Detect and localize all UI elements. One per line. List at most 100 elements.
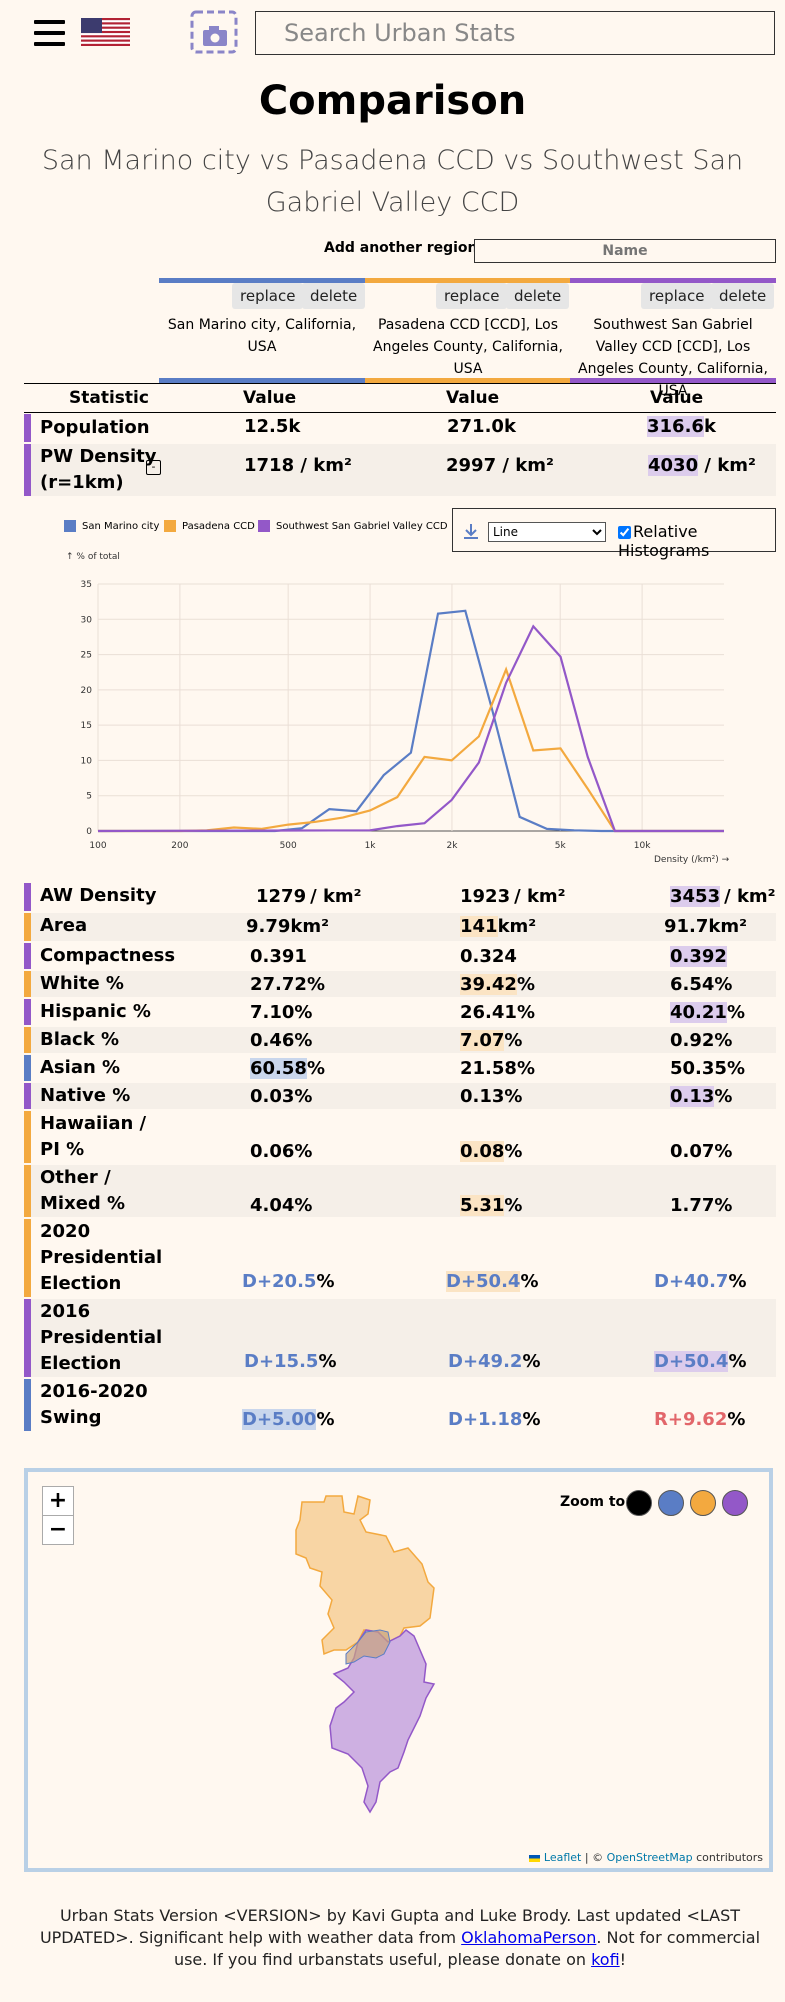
replace-button-1[interactable]: replace bbox=[232, 283, 304, 309]
footer: Urban Stats Version <VERSION> by Kavi Gu… bbox=[39, 1906, 761, 1969]
leaflet-link[interactable]: Leaflet bbox=[543, 1851, 582, 1864]
value-asian-1: 60.58% bbox=[250, 1058, 325, 1079]
stat-label-black[interactable]: Black % bbox=[40, 1029, 119, 1050]
value-area-2: 141km² bbox=[460, 916, 537, 937]
stat-label-hispanic[interactable]: Hispanic % bbox=[40, 1001, 151, 1022]
y-tick-label: 15 bbox=[81, 721, 92, 731]
oklahomaperson-link[interactable]: OklahomaPerson bbox=[461, 1928, 597, 1947]
screenshot-camera-icon[interactable] bbox=[190, 10, 238, 54]
relative-histograms-checkbox[interactable] bbox=[618, 526, 631, 539]
stat-label-pw-density[interactable]: PW Density (r=1km) bbox=[40, 446, 157, 493]
zoom-to-all-button[interactable] bbox=[626, 1490, 652, 1516]
stat-label-population[interactable]: Population bbox=[40, 417, 150, 438]
value-native-3: 0.13% bbox=[670, 1086, 733, 1107]
stat-label-other[interactable]: Other / Mixed % bbox=[40, 1167, 126, 1214]
region-map[interactable]: + − Zoom to: Leaflet | © OpenStreetMap c… bbox=[24, 1468, 773, 1872]
x-tick-label: 10k bbox=[634, 841, 651, 851]
value-header-2: Value bbox=[446, 388, 500, 408]
value-hispanic-1: 7.10% bbox=[250, 1002, 313, 1023]
pasadena-ccd-region[interactable] bbox=[295, 1495, 435, 1656]
legend-item-2: Pasadena CCD bbox=[164, 520, 255, 532]
table-row-native: Native % 0.03% 0.13% 0.13% bbox=[24, 1083, 776, 1109]
row-color-marker bbox=[24, 913, 31, 941]
value-black-2: 7.07% bbox=[460, 1030, 523, 1051]
value-swing-2: D+1.18% bbox=[448, 1409, 541, 1430]
value-white-3: 6.54% bbox=[670, 974, 733, 995]
value-hispanic-2: 26.41% bbox=[460, 1002, 535, 1023]
menu-icon[interactable] bbox=[34, 20, 65, 50]
search-input[interactable] bbox=[255, 11, 775, 55]
x-tick-label: 5k bbox=[555, 841, 567, 851]
stat-label-pres2016[interactable]: 2016 Presidential Election bbox=[40, 1301, 163, 1374]
ukraine-flag-icon bbox=[529, 1854, 541, 1862]
stat-label-pres2020[interactable]: 2020 Presidential Election bbox=[40, 1221, 163, 1294]
row-color-marker bbox=[24, 971, 31, 997]
stat-label-white[interactable]: White % bbox=[40, 973, 124, 994]
value-other-2: 5.31% bbox=[460, 1195, 523, 1216]
stat-label-asian[interactable]: Asian % bbox=[40, 1057, 121, 1078]
value-asian-3: 50.35% bbox=[670, 1058, 745, 1079]
table-row-pres2016: 2016 Presidential Election D+15.5% D+49.2%… bbox=[24, 1299, 776, 1377]
value-header-1: Value bbox=[243, 388, 297, 408]
openstreetmap-link[interactable]: OpenStreetMap bbox=[606, 1851, 693, 1864]
san-marino-region[interactable] bbox=[345, 1629, 391, 1665]
delete-button-3[interactable]: delete bbox=[711, 283, 775, 309]
download-icon[interactable] bbox=[462, 522, 480, 540]
zoom-to-region-1-button[interactable] bbox=[658, 1490, 684, 1516]
add-region-input[interactable] bbox=[474, 239, 776, 263]
column-color-bar-bottom-1 bbox=[159, 378, 365, 383]
stat-label-area[interactable]: Area bbox=[40, 915, 88, 936]
column-color-bar-bottom-3 bbox=[570, 378, 776, 383]
y-tick-label: 10 bbox=[81, 756, 93, 766]
histogram-controls bbox=[452, 508, 776, 552]
pw-density-radius-toggle[interactable]: - bbox=[140, 457, 161, 476]
stat-label-swing[interactable]: 2016-2020 Swing bbox=[40, 1381, 148, 1428]
table-row-other: Other / Mixed % 4.04% 5.31% 1.77% bbox=[24, 1165, 776, 1217]
map-attribution: Leaflet | © OpenStreetMap contributors bbox=[529, 1851, 763, 1864]
region-name-3[interactable]: Southwest San Gabriel Valley CCD [CCD], … bbox=[578, 317, 768, 399]
replace-button-3[interactable]: replace bbox=[641, 283, 713, 309]
stat-label-compactness[interactable]: Compactness bbox=[40, 945, 176, 966]
delete-button-2[interactable]: delete bbox=[506, 283, 570, 309]
value-hispanic-3: 40.21% bbox=[670, 1002, 745, 1023]
row-color-marker bbox=[24, 1379, 31, 1431]
stat-label-aw-density[interactable]: AW Density bbox=[40, 885, 157, 906]
relative-histograms-toggle[interactable]: Relative Histograms bbox=[618, 522, 710, 560]
zoom-to-label: Zoom to: bbox=[560, 1494, 631, 1510]
zoom-to-region-3-button[interactable] bbox=[722, 1490, 748, 1516]
value-aw-density-3: 3453/ km² bbox=[670, 886, 776, 907]
y-tick-label: 25 bbox=[81, 651, 92, 661]
histogram-type-select[interactable]: Line bbox=[488, 522, 606, 542]
value-black-1: 0.46% bbox=[250, 1030, 313, 1051]
stat-label-hawaiian[interactable]: Hawaiian / PI % bbox=[40, 1113, 147, 1160]
us-flag-icon[interactable] bbox=[81, 18, 130, 46]
value-black-3: 0.92% bbox=[670, 1030, 733, 1051]
replace-button-2[interactable]: replace bbox=[436, 283, 508, 309]
value-pw-density-3: 4030 / km² bbox=[648, 455, 756, 476]
delete-button-1[interactable]: delete bbox=[302, 283, 366, 309]
table-row-area: Area 9.79km² 141km² 91.7km² bbox=[24, 913, 776, 941]
value-swing-3: R+9.62% bbox=[654, 1409, 746, 1430]
column-color-bar-3 bbox=[570, 278, 776, 283]
row-color-marker bbox=[24, 1299, 31, 1377]
row-color-marker bbox=[24, 444, 31, 496]
series-line-3 bbox=[97, 624, 724, 833]
value-pres2020-2: D+50.4% bbox=[446, 1271, 539, 1292]
map-regions bbox=[295, 1495, 436, 1814]
value-compactness-3: 0.392 bbox=[670, 946, 727, 967]
stat-label-native[interactable]: Native % bbox=[40, 1085, 131, 1106]
value-white-2: 39.42% bbox=[460, 974, 535, 995]
zoom-to-region-2-button[interactable] bbox=[690, 1490, 716, 1516]
table-row-white: White % 27.72% 39.42% 6.54% bbox=[24, 971, 776, 997]
region-name-2[interactable]: Pasadena CCD [CCD], Los Angeles County, … bbox=[373, 317, 563, 377]
table-row-hawaiian: Hawaiian / PI % 0.06% 0.08% 0.07% bbox=[24, 1111, 776, 1163]
row-color-marker bbox=[24, 1083, 31, 1109]
x-tick-label: 2k bbox=[446, 841, 458, 851]
kofi-link[interactable]: kofi bbox=[591, 1950, 620, 1969]
region-name-1[interactable]: San Marino city, California, USA bbox=[167, 317, 357, 355]
legend-item-1: San Marino city bbox=[64, 520, 159, 532]
southwest-san-gabriel-valley-region[interactable] bbox=[329, 1629, 436, 1814]
zoom-out-button[interactable]: − bbox=[42, 1515, 74, 1545]
row-color-marker bbox=[24, 1055, 31, 1081]
density-histogram-chart: ↑ % of total 0 5 10 15 20 25 30 35 100 200 500 1k 2k… bbox=[66, 552, 730, 865]
